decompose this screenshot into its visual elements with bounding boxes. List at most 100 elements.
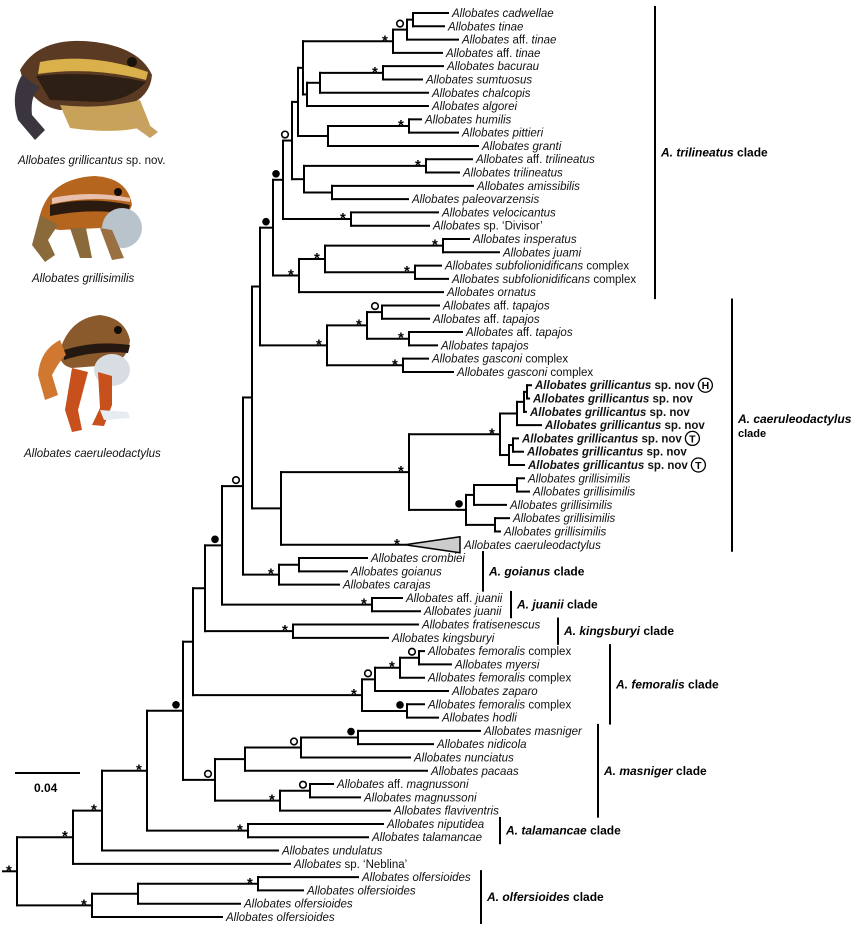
taxon-label: Allobates aff. trilineatus bbox=[475, 154, 595, 166]
taxon-label: Allobates niputidea bbox=[386, 819, 484, 831]
support-star-icon: * bbox=[91, 802, 97, 819]
taxon-label: Allobates olfersioides bbox=[306, 885, 416, 897]
clade-bracket: A. goianus clade bbox=[482, 551, 585, 592]
support-open-circle-icon bbox=[370, 302, 380, 311]
taxon-label: Allobates hodli bbox=[441, 713, 517, 725]
support-star-icon: * bbox=[489, 425, 495, 442]
taxon-label: Allobates aff. tinae bbox=[445, 48, 540, 60]
clade-brackets: A. trilineatus clade A. caeruleodactylus c… bbox=[480, 6, 852, 924]
taxon-label: Allobates caeruleodactylus bbox=[463, 540, 601, 552]
support-star-icon: * bbox=[361, 596, 367, 613]
taxon-label: Allobates velocicantus bbox=[441, 207, 556, 219]
specimen-badge-icon bbox=[690, 457, 707, 473]
taxon-label: Allobates carajas bbox=[342, 580, 431, 592]
taxon-label: Allobates grillicantus sp. nov bbox=[526, 447, 687, 459]
specimen-badge-icon bbox=[684, 430, 701, 447]
support-star-icon: * bbox=[237, 822, 243, 839]
taxon-label: Allobates sp. ‘Neblina’ bbox=[293, 859, 407, 871]
support-star-icon: * bbox=[398, 463, 404, 480]
taxon-label: Allobates olfersioides bbox=[361, 872, 471, 884]
taxon-label: Allobates sumtuosus bbox=[425, 74, 532, 86]
taxon-label: Allobates masniger bbox=[483, 726, 583, 738]
clade-label: A. caeruleodactylus clade bbox=[737, 412, 852, 440]
taxon-label: Allobates ornatus bbox=[446, 287, 536, 299]
taxon-label: Allobates goianus bbox=[350, 566, 442, 578]
photo-caption-grillicantus: Allobates grillicantus sp. nov. bbox=[17, 155, 165, 167]
taxon-label: Allobates aff. juanii bbox=[405, 593, 503, 605]
specimen-badge-letter: T bbox=[689, 433, 696, 445]
support-star-icon: * bbox=[432, 237, 438, 254]
taxon-label: Allobates gasconi complex bbox=[456, 367, 593, 379]
taxon-label: Allobates femoralis complex bbox=[427, 699, 571, 711]
taxon-label: Allobates tinae bbox=[447, 21, 523, 33]
specimen-badge-letter: H bbox=[702, 380, 710, 392]
support-star-icon: * bbox=[288, 267, 294, 284]
taxon-label: Allobates gasconi complex bbox=[431, 354, 568, 366]
scale-bar-label: 0.04 bbox=[34, 781, 58, 795]
taxon-label: Allobates algorei bbox=[431, 101, 517, 113]
taxon-label: Allobates juami bbox=[502, 247, 581, 259]
clade-label: A. goianus clade bbox=[488, 564, 585, 578]
taxon-label: Allobates trilineatus bbox=[462, 168, 563, 180]
taxon-label: Allobates bacurau bbox=[446, 61, 540, 73]
taxon-label: Allobates aff. tapajos bbox=[442, 300, 550, 312]
support-star-icon: * bbox=[394, 536, 400, 553]
support-star-icon: * bbox=[382, 32, 388, 49]
support-filled-circle-icon bbox=[211, 535, 219, 544]
clade-label: A. masniger clade bbox=[603, 764, 707, 778]
branches bbox=[2, 12, 542, 918]
support-star-icon: * bbox=[392, 356, 398, 373]
taxon-label: Allobates subfolionidificans complex bbox=[444, 261, 629, 273]
support-star-icon: * bbox=[398, 330, 404, 347]
taxon-label: Allobates grillisimilis bbox=[532, 487, 636, 499]
taxon-label: Allobates aff. tinae bbox=[461, 35, 556, 47]
support-star-icon: * bbox=[81, 896, 87, 913]
clade-label: A. talamancae clade bbox=[505, 824, 621, 838]
support-star-icon: * bbox=[269, 792, 275, 809]
support-star-icon: * bbox=[282, 622, 288, 639]
specimen-badge-letter: T bbox=[695, 460, 702, 472]
taxon-label: Allobates grillicantus sp. nov bbox=[544, 420, 705, 432]
taxon-label: Allobates granti bbox=[481, 141, 562, 153]
taxon-label: Allobates kingsburyi bbox=[391, 633, 495, 645]
clade-bracket: A. trilineatus clade bbox=[654, 6, 768, 300]
support-open-circle-icon bbox=[289, 737, 299, 746]
taxon-label: Allobates olfersioides bbox=[225, 912, 335, 924]
taxon-label: Allobates grillisimilis bbox=[527, 473, 631, 485]
support-star-icon: * bbox=[247, 875, 253, 892]
taxon-label: Allobates nidicola bbox=[436, 739, 527, 751]
photo-grillisimilis bbox=[32, 176, 142, 262]
taxon-label: Allobates magnussoni bbox=[363, 792, 477, 804]
taxon-label: Allobates myersi bbox=[454, 659, 540, 671]
support-star-icon: * bbox=[314, 250, 320, 267]
taxon-label: Allobates fratisenescus bbox=[421, 620, 541, 632]
taxon-label: Allobates grillicantus sp. nov bbox=[529, 407, 690, 419]
support-star-icon: * bbox=[415, 157, 421, 174]
clade-bracket: A. olfersioides clade bbox=[480, 870, 604, 924]
taxon-label: Allobates flaviventris bbox=[393, 806, 499, 818]
taxon-label: Allobates femoralis complex bbox=[427, 673, 571, 685]
taxon-label: Allobates grillisimilis bbox=[509, 500, 613, 512]
photo-caption-caeruleodactylus: Allobates caeruleodactylus bbox=[23, 448, 161, 460]
clade-bracket: A. masniger clade bbox=[597, 723, 707, 818]
support-star-icon: * bbox=[136, 762, 142, 779]
support-open-circle-icon bbox=[363, 669, 373, 678]
clade-label: A. trilineatus clade bbox=[660, 146, 768, 160]
taxon-label: Allobates subfolionidificans complex bbox=[451, 274, 636, 286]
support-open-circle-icon bbox=[231, 475, 241, 485]
support-open-circle-icon bbox=[280, 130, 290, 139]
taxon-label: Allobates amissibilis bbox=[476, 181, 580, 193]
clade-bracket: A. caeruleodactylus clade bbox=[731, 298, 852, 552]
support-symbols: ***************************** bbox=[6, 19, 495, 913]
taxon-label: Allobates pacaas bbox=[430, 766, 519, 778]
support-filled-circle-icon bbox=[262, 217, 270, 226]
taxon-label: Allobates grillicantus sp. nov bbox=[527, 460, 688, 472]
support-star-icon: * bbox=[62, 828, 68, 845]
taxon-label: Allobates grillicantus sp. nov bbox=[534, 380, 695, 392]
support-filled-circle-icon bbox=[272, 169, 280, 178]
support-filled-circle-icon bbox=[455, 500, 463, 508]
support-filled-circle-icon bbox=[172, 701, 180, 709]
clade-bracket: A. femoralis clade bbox=[609, 644, 719, 725]
taxon-label: Allobates aff. tapajos bbox=[465, 327, 573, 339]
